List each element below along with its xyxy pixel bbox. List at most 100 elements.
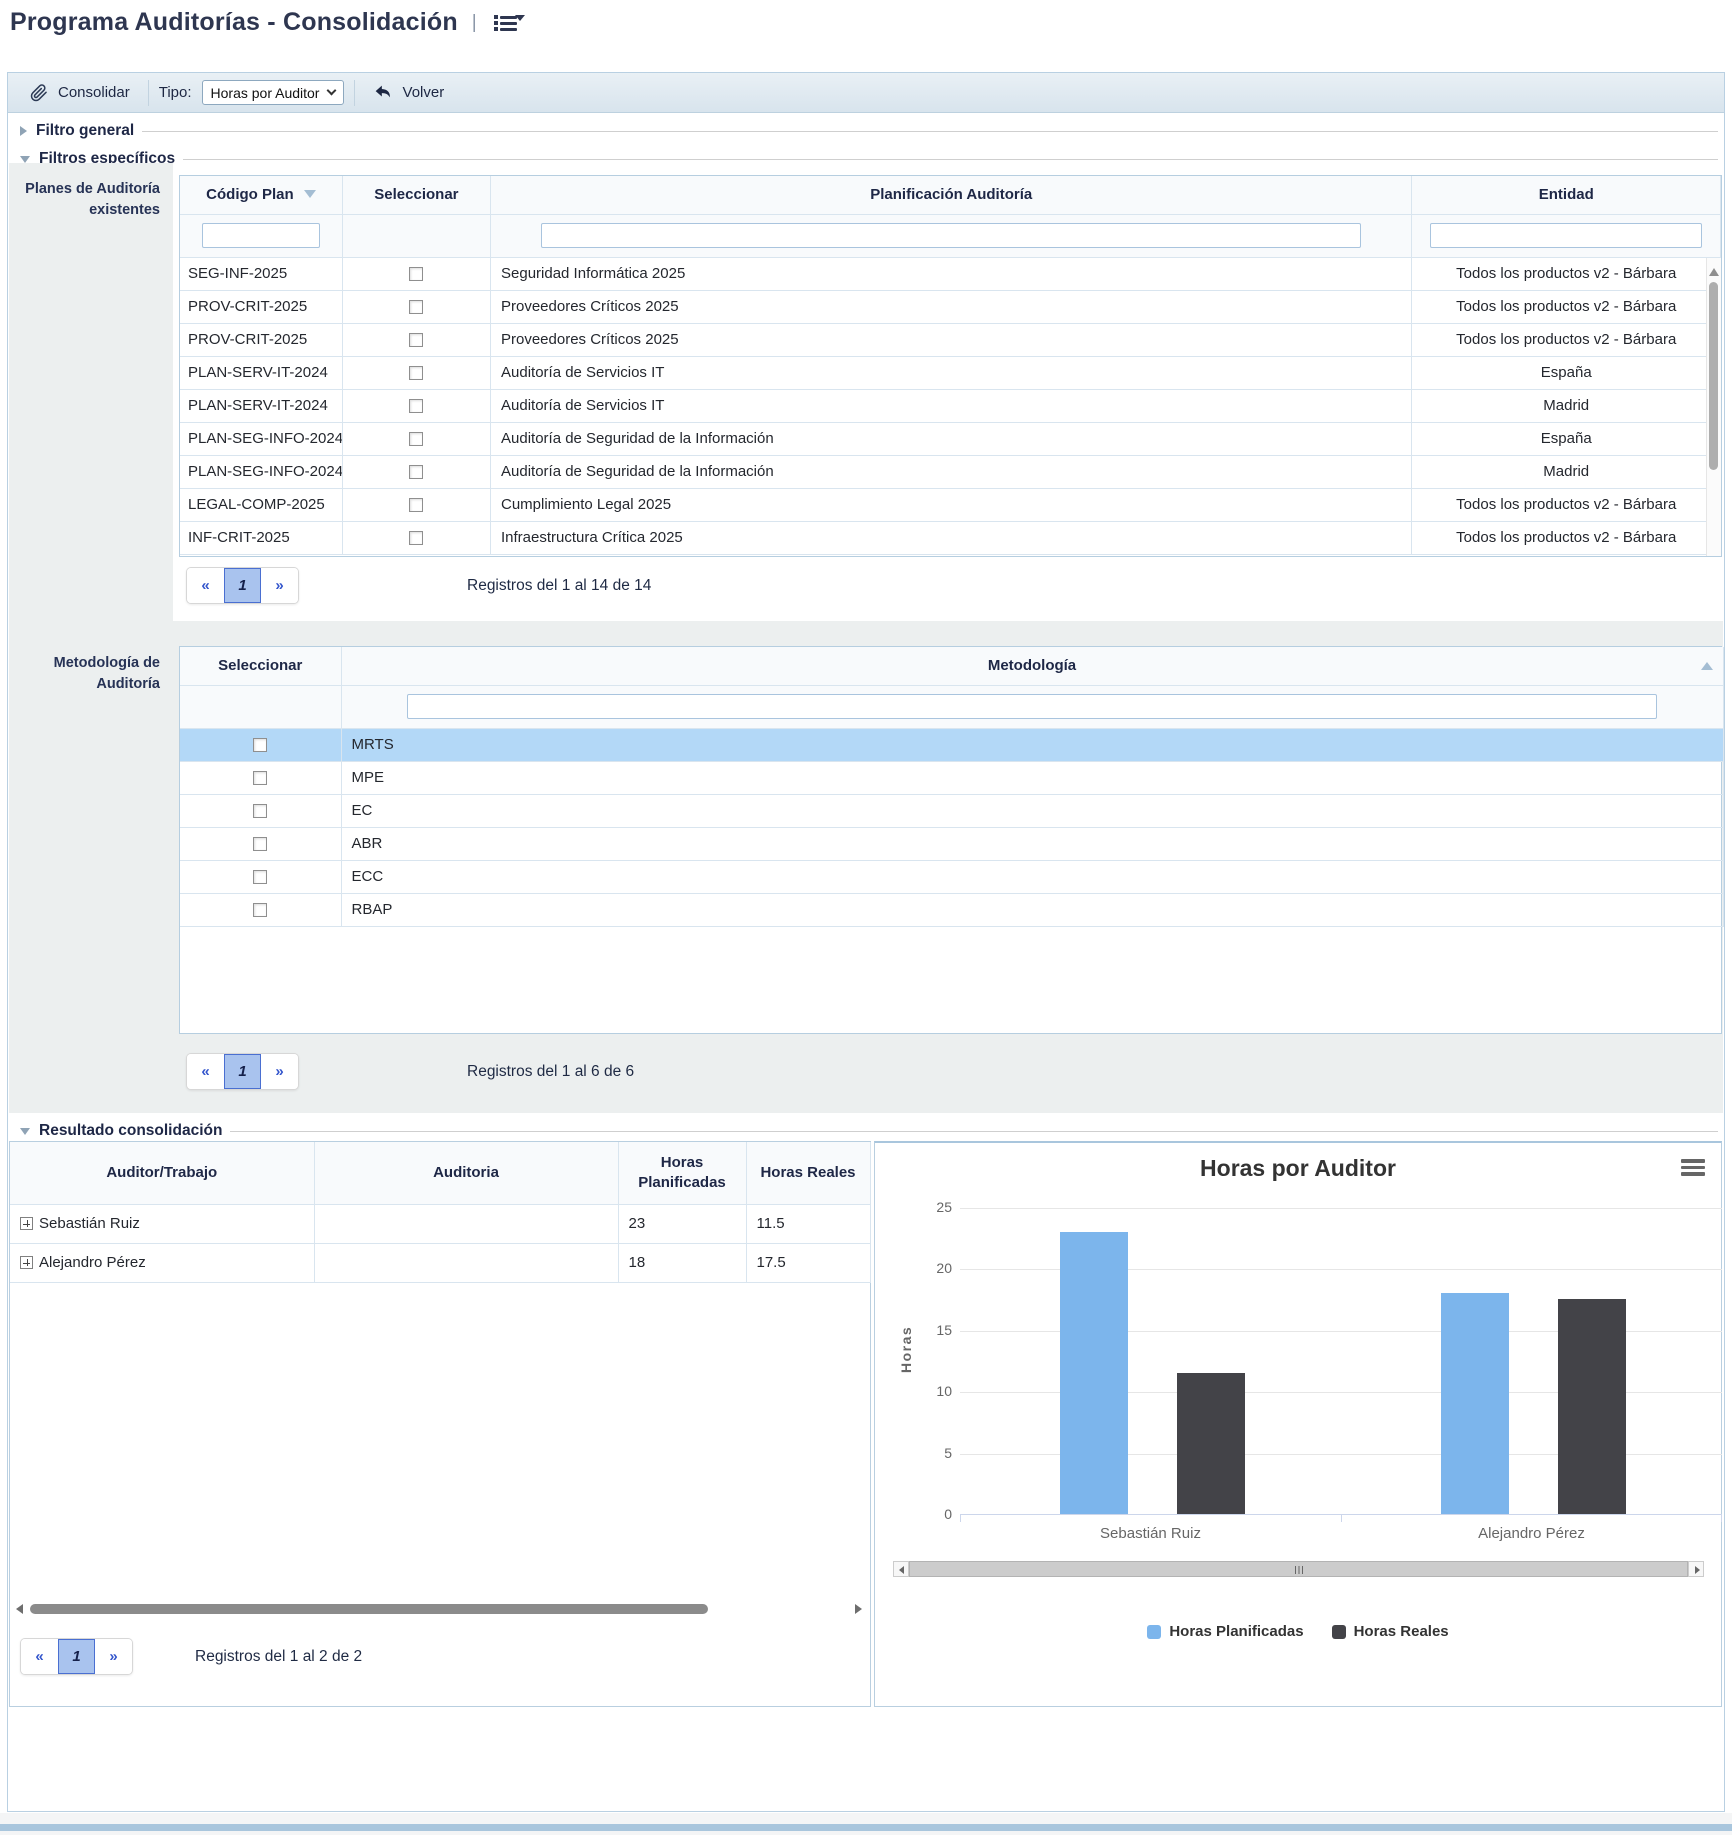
section-filtro-general[interactable]: Filtro general xyxy=(8,119,1724,143)
horas-reales-cell: 17.5 xyxy=(746,1243,871,1283)
metodologia-panel-label: Metodología de Auditoría xyxy=(53,655,160,692)
plan-row[interactable]: PLAN-SERV-IT-2024 Auditoría de Servicios … xyxy=(180,356,1721,390)
row-checkbox[interactable] xyxy=(409,267,424,282)
pagination-page-1[interactable]: 1 xyxy=(58,1639,95,1674)
row-checkbox[interactable] xyxy=(253,804,268,819)
plan-row[interactable]: SEG-INF-2025 Seguridad Informática 2025 To… xyxy=(180,257,1721,291)
row-checkbox[interactable] xyxy=(253,771,268,786)
planes-vertical-scrollbar[interactable] xyxy=(1706,258,1721,556)
bottom-blue-bar xyxy=(0,1824,1732,1831)
volver-button[interactable]: Volver xyxy=(365,79,453,107)
list-bullet-icon xyxy=(493,15,498,19)
sort-desc-icon[interactable] xyxy=(303,190,316,199)
toolbar-divider xyxy=(353,79,355,106)
auditoria-cell xyxy=(314,1204,619,1244)
plan-row[interactable]: PLAN-SEG-INFO-2024 Auditoría de Seguridad… xyxy=(180,455,1721,489)
list-menu-icon[interactable] xyxy=(491,11,525,35)
scrollbar-thumb[interactable] xyxy=(30,1604,708,1614)
plan-row[interactable]: PLAN-SERV-IT-2024 Auditoría de Servicios … xyxy=(180,389,1721,423)
plan-row[interactable]: PLAN-SEG-INFO-2024 Auditoría de Seguridad… xyxy=(180,422,1721,456)
codigo-plan-header[interactable]: Código Plan xyxy=(180,176,343,215)
horas-reales-cell: 11.5 xyxy=(746,1204,871,1244)
row-checkbox[interactable] xyxy=(409,465,424,480)
plan-row[interactable]: INF-CRIT-2025 Infraestructura Crítica 202… xyxy=(180,521,1721,555)
scroll-up-arrow-icon[interactable] xyxy=(1709,263,1719,276)
metodologia-select-cell xyxy=(180,860,342,894)
scrollbar-thumb[interactable] xyxy=(1709,282,1718,470)
tipo-select[interactable]: Horas por Auditor xyxy=(201,80,344,105)
plan-codigo-cell: PLAN-SEG-INFO-2024 xyxy=(180,455,343,489)
metodologia-filter-input[interactable] xyxy=(407,694,1657,719)
sort-asc-icon[interactable] xyxy=(1700,662,1713,670)
auditor-trabajo-header[interactable]: Auditor/Trabajo xyxy=(10,1142,315,1205)
planificacion-header[interactable]: Planificación Auditoría xyxy=(490,176,1413,215)
x-category-label: Alejandro Pérez xyxy=(1478,1525,1585,1542)
scroll-left-arrow-icon[interactable] xyxy=(16,1604,23,1614)
row-checkbox[interactable] xyxy=(253,870,268,885)
section-resultado[interactable]: Resultado consolidación xyxy=(8,1119,1724,1143)
legend-item-horas-reales[interactable]: Horas Reales xyxy=(1331,1623,1449,1640)
pagination-next-button[interactable]: » xyxy=(261,1054,298,1089)
pagination-prev-button[interactable]: « xyxy=(21,1639,58,1674)
plan-codigo-cell: PLAN-SEG-INFO-2024 xyxy=(180,422,343,456)
metodologia-table: Seleccionar Metodología MRTS MPE EC ABR ECC R… xyxy=(179,646,1724,1034)
entidad-filter-input[interactable] xyxy=(1430,223,1703,248)
metodologia-select-cell xyxy=(180,728,342,762)
row-checkbox[interactable] xyxy=(253,738,268,753)
metodologia-header[interactable]: Metodología xyxy=(341,647,1724,686)
metodologia-row[interactable]: EC xyxy=(180,794,1724,828)
pagination-next-button[interactable]: » xyxy=(95,1639,132,1674)
bar-horas-planificadas-alejandro-pérez xyxy=(1440,1292,1509,1514)
plan-codigo-cell: INF-CRIT-2025 xyxy=(180,521,343,555)
row-checkbox[interactable] xyxy=(409,333,424,348)
row-checkbox[interactable] xyxy=(409,432,424,447)
chart-export-menu-icon[interactable] xyxy=(1681,1159,1707,1179)
metodologia-row[interactable]: ABR xyxy=(180,827,1724,861)
plan-planificacion-cell: Infraestructura Crítica 2025 xyxy=(490,521,1413,555)
row-checkbox[interactable] xyxy=(409,366,424,381)
scroll-right-arrow-icon[interactable] xyxy=(855,1604,862,1614)
horas-planificadas-header[interactable]: Horas Planificadas xyxy=(618,1142,747,1205)
section-title: Filtros específicos xyxy=(39,150,176,167)
codigo-filter-input[interactable] xyxy=(201,223,320,248)
chart-scrollbar[interactable] xyxy=(893,1561,1704,1577)
plan-select-cell xyxy=(342,455,492,489)
plan-row[interactable]: LEGAL-COMP-2025 Cumplimiento Legal 2025 To… xyxy=(180,488,1721,522)
section-filtros-especificos[interactable]: Filtros específicos xyxy=(8,147,1724,171)
metodologia-row[interactable]: RBAP xyxy=(180,893,1724,927)
metodologia-name-cell: ECC xyxy=(341,860,1724,894)
expand-row-icon[interactable] xyxy=(20,1217,33,1230)
filter-cell xyxy=(180,685,342,729)
expand-arrow-icon xyxy=(20,155,30,163)
metodologia-select-cell xyxy=(180,827,342,861)
pagination-prev-button[interactable]: « xyxy=(187,1054,224,1089)
row-checkbox[interactable] xyxy=(409,531,424,546)
row-checkbox[interactable] xyxy=(253,837,268,852)
scrollbar-thumb[interactable] xyxy=(909,1561,1688,1577)
pagination-page-1[interactable]: 1 xyxy=(224,1054,261,1089)
consolidar-button[interactable]: Consolidar xyxy=(22,80,138,106)
metodologia-row[interactable]: MPE xyxy=(180,761,1724,795)
horas-reales-header[interactable]: Horas Reales xyxy=(746,1142,871,1205)
metodologia-row[interactable]: MRTS xyxy=(180,728,1724,762)
planificacion-filter-input[interactable] xyxy=(541,223,1362,248)
row-checkbox[interactable] xyxy=(253,903,268,918)
row-checkbox[interactable] xyxy=(409,300,424,315)
resultado-horizontal-scrollbar[interactable] xyxy=(16,1602,862,1616)
plan-entidad-cell: Todos los productos v2 - Bárbara xyxy=(1411,488,1721,522)
row-checkbox[interactable] xyxy=(409,498,424,513)
scroll-left-arrow-icon[interactable] xyxy=(893,1561,909,1577)
entidad-header[interactable]: Entidad xyxy=(1411,176,1721,215)
expand-row-icon[interactable] xyxy=(20,1256,33,1269)
scroll-right-arrow-icon[interactable] xyxy=(1688,1561,1704,1577)
plan-row[interactable]: PROV-CRIT-2025 Proveedores Críticos 2025 T… xyxy=(180,290,1721,324)
pagination-page-1[interactable]: 1 xyxy=(224,568,261,603)
auditoria-header[interactable]: Auditoria xyxy=(314,1142,619,1205)
plan-row[interactable]: PROV-CRIT-2025 Proveedores Críticos 2025 T… xyxy=(180,323,1721,357)
pagination-prev-button[interactable]: « xyxy=(187,568,224,603)
row-checkbox[interactable] xyxy=(409,399,424,414)
metodologia-row[interactable]: ECC xyxy=(180,860,1724,894)
legend-item-horas-planificadas[interactable]: Horas Planificadas xyxy=(1147,1623,1304,1640)
pagination-next-button[interactable]: » xyxy=(261,568,298,603)
plan-select-cell xyxy=(342,389,492,423)
